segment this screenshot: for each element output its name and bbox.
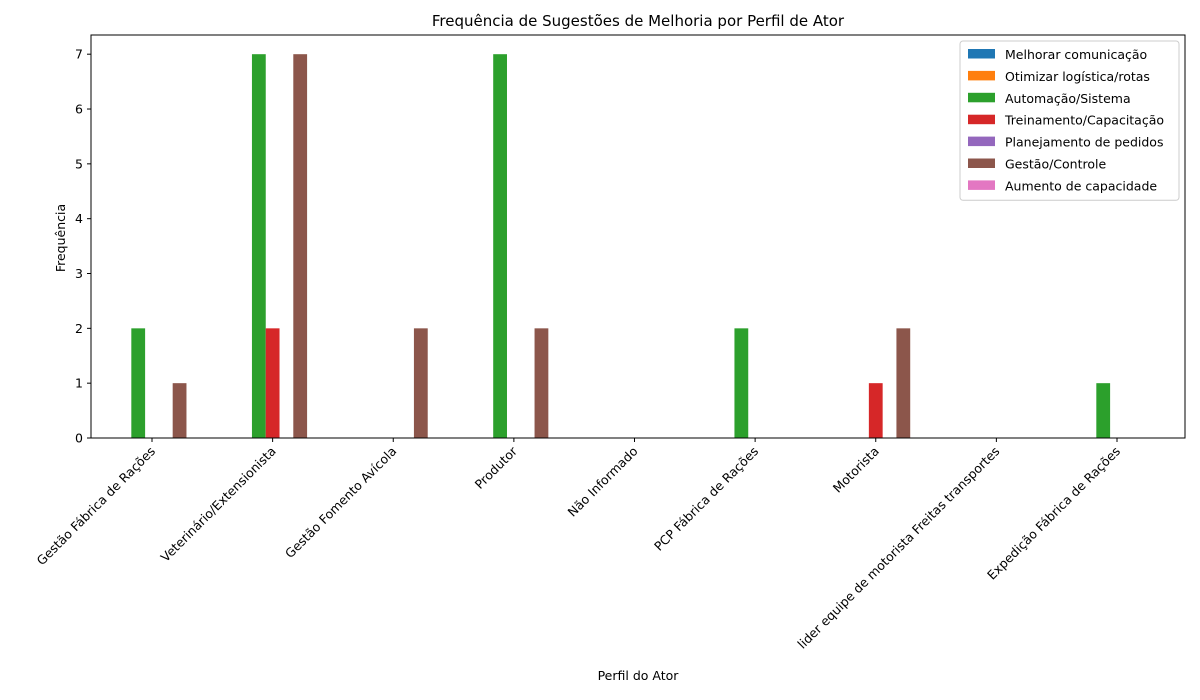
bar bbox=[896, 328, 911, 438]
y-tick-label: 3 bbox=[75, 266, 83, 281]
legend-label: Planejamento de pedidos bbox=[1005, 135, 1163, 150]
legend-label: Automação/Sistema bbox=[1005, 91, 1131, 106]
legend-swatch bbox=[968, 70, 995, 81]
legend-label: Treinamento/Capacitação bbox=[1004, 113, 1164, 128]
y-tick-label: 1 bbox=[75, 376, 83, 391]
bars-group bbox=[131, 54, 1111, 438]
legend-label: Gestão/Controle bbox=[1005, 157, 1106, 172]
legend-swatch bbox=[968, 136, 995, 147]
legend-swatch bbox=[968, 92, 995, 103]
bar bbox=[265, 328, 280, 438]
y-tick-label: 6 bbox=[75, 102, 83, 117]
legend-swatch bbox=[968, 114, 995, 125]
legend-label: Aumento de capacidade bbox=[1005, 178, 1157, 193]
bar bbox=[493, 54, 507, 438]
y-axis-label: Frequência bbox=[53, 204, 68, 272]
plot-frame bbox=[90, 34, 1186, 439]
bar bbox=[293, 54, 308, 438]
bar bbox=[131, 328, 146, 438]
legend-swatch bbox=[968, 158, 995, 168]
bar bbox=[734, 328, 749, 438]
legend-label: Otimizar logística/rotas bbox=[1005, 69, 1150, 84]
x-axis-label: Perfil do Ator bbox=[598, 668, 680, 683]
bar bbox=[868, 383, 883, 438]
y-axis: 0 1 2 3 4 5 6 7 bbox=[75, 47, 91, 446]
legend-swatch bbox=[968, 180, 995, 190]
legend-swatch bbox=[968, 49, 995, 59]
bar bbox=[1096, 383, 1111, 438]
legend: Melhorar comunicação Otimizar logística/r… bbox=[959, 40, 1180, 201]
y-tick-label: 0 bbox=[75, 431, 83, 446]
y-tick-label: 7 bbox=[75, 47, 83, 62]
bar bbox=[172, 383, 187, 438]
legend-label: Melhorar comunicação bbox=[1005, 47, 1147, 62]
bar bbox=[413, 328, 428, 438]
y-tick-label: 5 bbox=[75, 156, 83, 171]
legend-frame bbox=[959, 40, 1180, 201]
y-tick-label: 2 bbox=[75, 321, 83, 336]
bar bbox=[534, 328, 549, 438]
bar bbox=[251, 54, 266, 438]
y-tick-label: 4 bbox=[75, 211, 83, 226]
chart-title: Frequência de Sugestões de Melhoria por … bbox=[432, 12, 845, 30]
